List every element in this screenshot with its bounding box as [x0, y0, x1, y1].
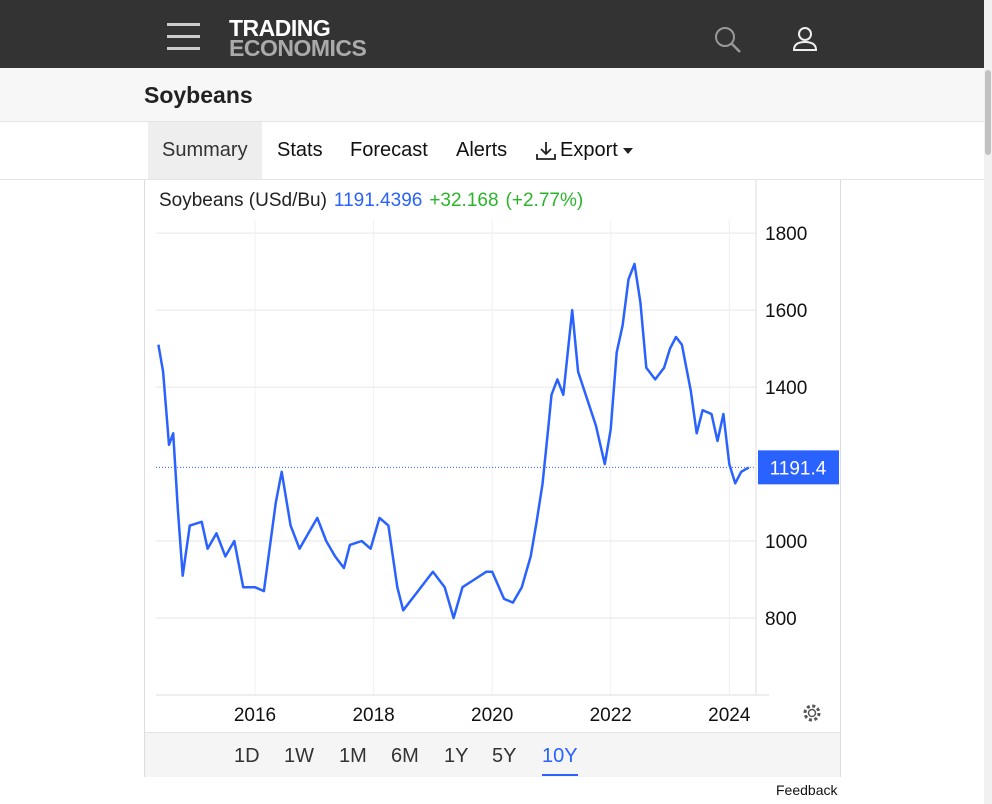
x-tick-label: 2024	[708, 705, 751, 726]
x-tick-label: 2016	[234, 705, 276, 726]
range-button[interactable]: 1W	[284, 745, 314, 767]
chart-box: Soybeans (USd/Bu) 1191.4396 +32.168 (+2.77%…	[144, 180, 841, 777]
dropdown-caret	[622, 148, 633, 154]
page-title: Soybeans	[144, 82, 253, 108]
chart-title-line: Soybeans (USd/Bu) 1191.4396 +32.168 (+2.77%…	[159, 190, 583, 211]
change: +32.168	[429, 190, 498, 211]
title-bar: Soybeans	[0, 68, 984, 122]
last-price: 1191.4396	[334, 190, 422, 211]
menu-icon[interactable]	[165, 22, 205, 52]
change-pct: (+2.77%)	[506, 190, 584, 211]
range-button[interactable]: 1M	[339, 745, 367, 767]
x-tick-label: 2020	[471, 705, 513, 726]
brand[interactable]: ECONOMICS	[229, 35, 367, 61]
chart-title: Soybeans (USd/Bu)	[159, 190, 327, 211]
range-button[interactable]: 6M	[391, 745, 419, 767]
brand[interactable]: TRADING	[229, 15, 331, 41]
top-bar: TRADING ECONOMICS	[0, 0, 984, 68]
range-bar: 1D 1W 1M 6M 1Y 5Y 10Y	[145, 732, 840, 777]
current-price-box	[758, 450, 839, 485]
user-icon[interactable]	[791, 25, 821, 55]
y-tick-label: 1600	[765, 301, 807, 322]
range-button[interactable]: 1D	[234, 745, 260, 767]
settings-icon[interactable]	[803, 704, 821, 722]
range-button[interactable]: 5Y	[492, 745, 517, 767]
tabs: Summary Stats Forecast Alerts Export	[0, 122, 984, 180]
range-button[interactable]: 1Y	[444, 745, 469, 767]
gear-hole	[807, 708, 817, 718]
scrollbar[interactable]	[984, 0, 992, 804]
y-tick-label: 1400	[765, 378, 807, 399]
tab[interactable]: Forecast	[350, 139, 428, 161]
tab[interactable]: Summary	[148, 122, 262, 179]
tab[interactable]: Stats	[277, 139, 323, 161]
download-icon	[536, 142, 556, 160]
feedback-link[interactable]: Feedback	[776, 782, 838, 798]
y-tick-label: 1800	[765, 224, 807, 245]
tab[interactable]: Alerts	[456, 139, 508, 161]
tab[interactable]: Export	[520, 122, 650, 179]
chart: Soybeans (USd/Bu) 1191.4396 +32.168 (+2.77%…	[156, 180, 839, 726]
x-tick-label: 2022	[590, 705, 632, 726]
current-price-label: 1191.4	[770, 458, 827, 479]
search-icon[interactable]	[712, 24, 744, 56]
x-tick-label: 2018	[352, 705, 394, 726]
y-tick-label: 1000	[765, 532, 807, 553]
range-button[interactable]: 10Y	[542, 745, 578, 776]
gear-ring	[803, 704, 821, 722]
y-tick-label: 800	[765, 609, 797, 630]
price-line	[157, 262, 750, 620]
